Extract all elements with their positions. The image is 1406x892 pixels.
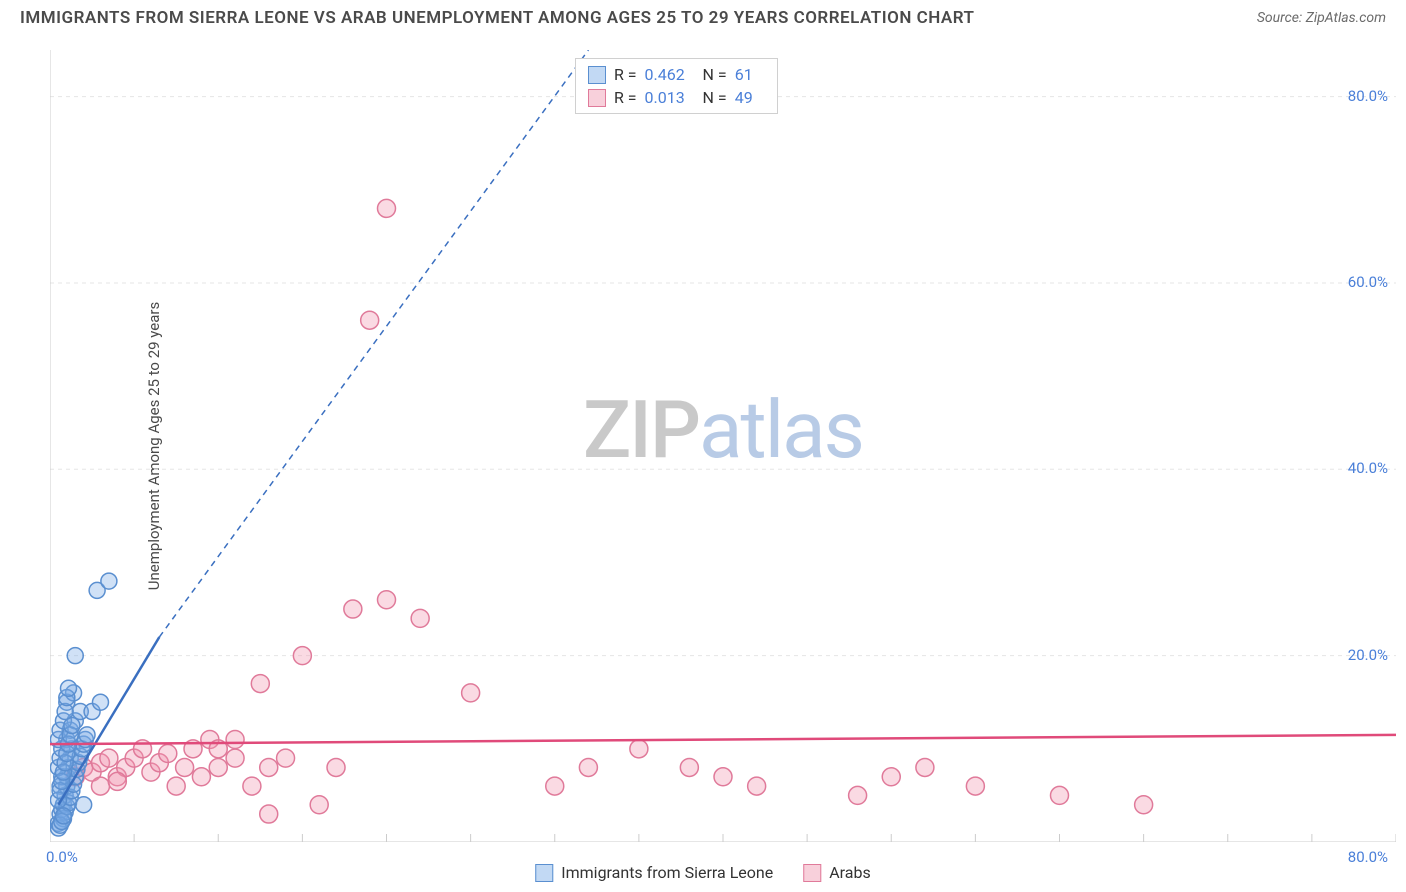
data-point <box>546 777 564 795</box>
data-point <box>61 680 77 696</box>
legend-label: Arabs <box>829 863 871 882</box>
y-tick-label: 60.0% <box>1348 273 1388 291</box>
data-point <box>1135 796 1153 814</box>
x-tick-label: 80.0% <box>1348 848 1388 866</box>
stats-r-value: 0.013 <box>645 88 695 107</box>
series-swatch <box>803 864 821 882</box>
stats-legend-box: R = 0.462 N = 61 R = 0.013 N = 49 <box>575 58 778 114</box>
data-point <box>849 786 867 804</box>
data-point <box>680 758 698 776</box>
data-point <box>226 731 244 749</box>
data-point <box>310 796 328 814</box>
data-point <box>67 648 83 664</box>
bottom-legend: Immigrants from Sierra Leone Arabs <box>535 863 870 882</box>
data-point <box>630 740 648 758</box>
data-point <box>579 758 597 776</box>
data-point <box>277 749 295 767</box>
data-point <box>91 777 109 795</box>
chart-header: IMMIGRANTS FROM SIERRA LEONE VS ARAB UNE… <box>0 0 1406 32</box>
stats-r-label: R = <box>614 88 637 107</box>
data-point <box>882 768 900 786</box>
data-point <box>916 758 934 776</box>
data-point <box>1051 786 1069 804</box>
trend-line-blue-ext <box>159 50 588 637</box>
stats-row: R = 0.013 N = 49 <box>588 86 765 109</box>
data-point <box>79 727 95 743</box>
data-point <box>100 749 118 767</box>
data-point <box>462 684 480 702</box>
data-point <box>192 768 210 786</box>
stats-n-label: N = <box>703 65 727 84</box>
y-tick-label: 20.0% <box>1348 646 1388 664</box>
series-swatch <box>588 89 606 107</box>
data-point <box>748 777 766 795</box>
series-swatch <box>588 66 606 84</box>
data-point <box>64 718 80 734</box>
trend-line-pink <box>50 735 1396 744</box>
y-tick-label: 40.0% <box>1348 459 1388 477</box>
legend-item: Immigrants from Sierra Leone <box>535 863 773 882</box>
data-point <box>293 647 311 665</box>
data-point <box>159 744 177 762</box>
legend-label: Immigrants from Sierra Leone <box>561 863 773 882</box>
stats-r-value: 0.462 <box>645 65 695 84</box>
data-point <box>260 805 278 823</box>
data-point <box>55 808 71 824</box>
data-point <box>226 749 244 767</box>
series-swatch <box>535 864 553 882</box>
data-point <box>243 777 261 795</box>
chart-area: ZIPatlas R =0.462N =61R =0.013N =49 20.0… <box>50 50 1396 842</box>
stats-n-value: 49 <box>735 88 765 107</box>
data-point <box>92 694 108 710</box>
data-point <box>714 768 732 786</box>
data-point <box>176 758 194 776</box>
data-point <box>378 199 396 217</box>
legend-item: Arabs <box>803 863 871 882</box>
data-point <box>327 758 345 776</box>
data-point <box>101 573 117 589</box>
data-point <box>378 591 396 609</box>
data-point <box>108 772 126 790</box>
data-point <box>966 777 984 795</box>
scatter-plot <box>50 50 1396 842</box>
data-point <box>251 675 269 693</box>
data-point <box>167 777 185 795</box>
chart-title: IMMIGRANTS FROM SIERRA LEONE VS ARAB UNE… <box>20 8 974 28</box>
y-tick-label: 80.0% <box>1348 87 1388 105</box>
data-point <box>209 758 227 776</box>
data-point <box>76 797 92 813</box>
data-point <box>361 311 379 329</box>
x-tick-label: 0.0% <box>46 848 78 866</box>
data-point <box>411 609 429 627</box>
stats-r-label: R = <box>614 65 637 84</box>
stats-n-label: N = <box>703 88 727 107</box>
stats-row: R = 0.462 N = 61 <box>588 63 765 86</box>
data-point <box>260 758 278 776</box>
chart-source: Source: ZipAtlas.com <box>1257 10 1386 26</box>
stats-n-value: 61 <box>735 65 765 84</box>
data-point <box>344 600 362 618</box>
